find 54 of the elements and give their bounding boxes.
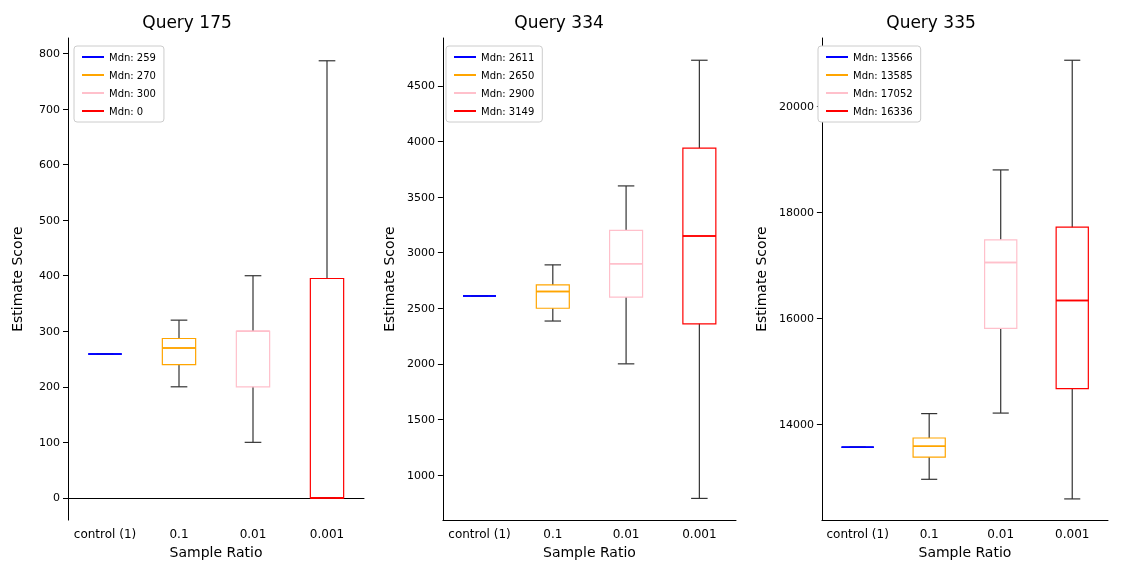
x-tick-label: 0.1 bbox=[543, 527, 563, 542]
legend-label: Mdn: 0 bbox=[109, 105, 144, 117]
y-tick-label: 300 bbox=[39, 324, 60, 338]
y-tick-label: 14000 bbox=[778, 417, 814, 431]
y-tick-label: 1500 bbox=[406, 412, 435, 426]
chart-title: Query 335 bbox=[886, 11, 976, 32]
legend-label: Mdn: 300 bbox=[109, 87, 156, 99]
y-axis-title: Estimate Score bbox=[381, 226, 397, 332]
legend-label: Mdn: 2611 bbox=[481, 51, 535, 63]
x-tick-label: control (1) bbox=[73, 527, 137, 542]
x-tick-label: 0.1 bbox=[919, 527, 939, 542]
y-tick-label: 4500 bbox=[406, 79, 435, 93]
chart-title: Query 175 bbox=[142, 11, 232, 32]
legend-label: Mdn: 17052 bbox=[853, 87, 913, 99]
x-tick-label: 0.001 bbox=[309, 527, 345, 542]
y-tick-label: 4000 bbox=[406, 134, 435, 148]
y-tick-label: 3000 bbox=[406, 246, 435, 260]
y-tick-label: 100 bbox=[39, 435, 60, 449]
legend-label: Mdn: 16336 bbox=[853, 105, 913, 117]
y-tick-label: 1000 bbox=[406, 468, 435, 482]
y-tick-label: 700 bbox=[39, 102, 60, 116]
y-tick-label: 2500 bbox=[406, 301, 435, 315]
legend-label: Mdn: 270 bbox=[109, 69, 156, 81]
x-axis-title: Sample Ratio bbox=[169, 544, 263, 560]
y-tick-label: 18000 bbox=[778, 205, 814, 219]
y-axis-title: Estimate Score bbox=[753, 226, 769, 332]
y-tick-label: 600 bbox=[39, 158, 60, 172]
y-tick-label: 800 bbox=[39, 47, 60, 61]
legend-label: Mdn: 2650 bbox=[481, 69, 535, 81]
y-tick-label: 0 bbox=[53, 491, 60, 505]
y-tick-label: 200 bbox=[39, 380, 60, 394]
chart-title: Query 334 bbox=[514, 11, 604, 32]
legend-label: Mdn: 13566 bbox=[853, 51, 913, 63]
x-tick-label: 0.001 bbox=[682, 527, 717, 542]
legend-label: Mdn: 259 bbox=[109, 51, 156, 63]
x-tick-label: 0.01 bbox=[612, 527, 640, 542]
y-tick-label: 500 bbox=[39, 213, 60, 227]
x-tick-label: 0.01 bbox=[987, 527, 1015, 542]
y-tick-label: 400 bbox=[39, 269, 60, 283]
x-tick-label: 0.01 bbox=[239, 527, 267, 542]
x-tick-label: control (1) bbox=[448, 527, 511, 542]
y-tick-label: 2000 bbox=[406, 357, 435, 371]
y-tick-label: 20000 bbox=[778, 99, 814, 113]
legend-label: Mdn: 2900 bbox=[481, 87, 535, 99]
x-axis-title: Sample Ratio bbox=[918, 544, 1012, 560]
x-tick-label: control (1) bbox=[826, 527, 889, 542]
x-tick-label: 0.001 bbox=[1055, 527, 1090, 542]
y-axis-title: Estimate Score bbox=[9, 226, 25, 332]
legend-label: Mdn: 13585 bbox=[853, 69, 913, 81]
y-tick-label: 3500 bbox=[406, 190, 435, 204]
legend-label: Mdn: 3149 bbox=[481, 105, 535, 117]
y-tick-label: 16000 bbox=[778, 311, 814, 325]
x-tick-label: 0.1 bbox=[169, 527, 189, 542]
x-axis-title: Sample Ratio bbox=[543, 544, 636, 560]
